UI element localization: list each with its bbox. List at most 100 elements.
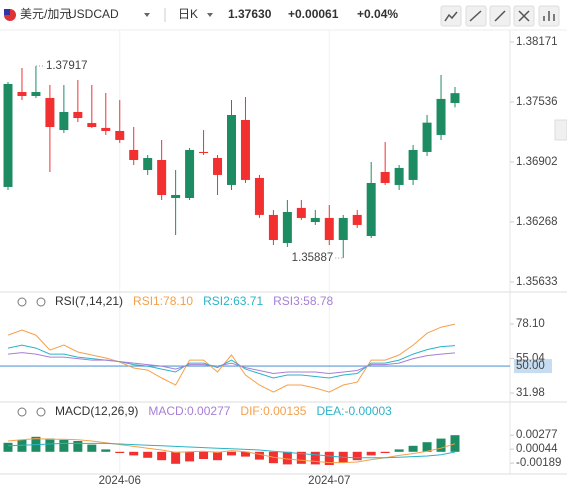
candle-body — [45, 97, 55, 128]
macd-bar — [324, 451, 334, 465]
candle-body — [101, 127, 111, 131]
legend-entry: RSI1:78.10 — [133, 294, 193, 308]
candle-body — [3, 83, 13, 187]
candle-body — [408, 149, 418, 180]
y-tick-label: 1.36902 — [516, 156, 558, 168]
symbol[interactable]: USDCAD — [68, 7, 119, 21]
tick-highlight — [514, 359, 552, 374]
macd-bar — [87, 444, 97, 452]
candle-body — [59, 111, 69, 131]
x-tick-label: 2024-07 — [308, 475, 350, 487]
macd-bar — [129, 451, 139, 456]
y-tick-label: 50.00 — [516, 360, 545, 372]
side-button[interactable] — [554, 119, 567, 141]
dropdown-arrow[interactable] — [144, 13, 150, 17]
candle-body — [366, 182, 376, 237]
macd-bar — [59, 439, 69, 452]
y-tick-label: -0.00189 — [516, 457, 561, 469]
candle-body — [296, 207, 306, 218]
legend-entry: MACD:0.00277 — [148, 404, 230, 418]
indicator-line — [7, 344, 456, 379]
flag-icon-canton — [4, 9, 10, 15]
macd-bar — [171, 451, 181, 464]
macd-bar — [282, 451, 292, 465]
eye-icon[interactable] — [17, 407, 27, 417]
toolbar: 美元/加元 USDCAD 日K 1.37630 +0.00061 +0.04% — [4, 5, 560, 27]
gear-icon[interactable] — [36, 407, 46, 417]
macd-bar — [227, 451, 236, 456]
legend-entry: RSI3:58.78 — [273, 294, 333, 308]
y-tick-label: 1.35633 — [516, 276, 558, 288]
macd-bar — [422, 442, 432, 452]
candle-body — [254, 177, 264, 215]
tool-icon — [543, 11, 555, 21]
candle-body — [352, 214, 362, 225]
tool-icon — [469, 10, 482, 22]
macd-bar — [73, 441, 83, 452]
macd-bar — [157, 451, 167, 461]
candle-body — [143, 158, 153, 171]
macd-bar — [366, 451, 376, 456]
legend-entry: DIF:0.00135 — [240, 404, 306, 418]
macd-bar — [115, 451, 125, 453]
period[interactable]: 日K — [178, 7, 198, 21]
candle-body — [240, 120, 250, 180]
change-percent: +0.04% — [357, 7, 398, 21]
indicator-line — [7, 438, 456, 464]
price: 1.37630 — [228, 7, 272, 21]
indicator-line — [7, 442, 456, 459]
macd-bar — [143, 451, 153, 458]
low-label: 1.35887 — [292, 252, 334, 264]
y-tick-label: 1.36268 — [516, 216, 558, 228]
candle-body — [129, 149, 139, 160]
x-tick-label: 2024-06 — [99, 475, 141, 487]
candle-body — [268, 214, 278, 240]
candle-body — [87, 123, 97, 128]
macd-bar — [213, 451, 223, 461]
macd-bar — [394, 449, 404, 452]
candle-body — [380, 172, 390, 183]
candle-body — [324, 217, 334, 240]
candle-body — [199, 151, 209, 154]
legend-entry: DEA:-0.00003 — [316, 404, 392, 418]
candle-body — [17, 92, 27, 96]
candle-body — [282, 212, 292, 244]
y-tick-label: 1.37536 — [516, 96, 558, 108]
legend-entry: RSI2:63.71 — [203, 294, 263, 308]
candle-body — [73, 111, 83, 119]
macd-bar — [101, 449, 111, 452]
indicator-title: RSI(7,14,21) — [55, 294, 123, 308]
pair-name[interactable]: 美元/加元 — [20, 7, 71, 21]
macd-bar — [436, 438, 446, 452]
candle-body — [115, 130, 125, 140]
y-tick-label: 78.10 — [516, 318, 545, 330]
eye-icon[interactable] — [17, 297, 27, 307]
high-label: 1.37917 — [46, 60, 88, 72]
macd-bar — [408, 445, 418, 452]
candle-body — [422, 122, 432, 152]
tool-icon — [494, 10, 506, 22]
y-tick-label: 31.98 — [516, 387, 545, 399]
indicator-title: MACD(12,26,9) — [55, 404, 138, 418]
candle-body — [310, 217, 320, 223]
macd-bar — [310, 451, 320, 465]
y-tick-label: 0.00277 — [516, 429, 558, 441]
dropdown-arrow[interactable] — [207, 13, 213, 17]
y-tick-label: 1.38171 — [516, 36, 558, 48]
candle-body — [338, 217, 348, 240]
macd-bar — [450, 435, 460, 452]
candle-body — [227, 114, 236, 185]
candle-body — [213, 158, 223, 175]
candle-body — [394, 167, 404, 185]
macd-bar — [254, 451, 264, 460]
macd-bar — [240, 451, 250, 457]
candle-body — [171, 194, 181, 199]
macd-bar — [199, 451, 209, 459]
macd-bar — [380, 451, 390, 453]
tool-icon — [444, 11, 458, 22]
macd-bar — [17, 439, 27, 452]
gear-icon[interactable] — [36, 297, 46, 307]
indicator-line — [7, 352, 456, 375]
y-tick-label: 55.04 — [516, 353, 545, 365]
